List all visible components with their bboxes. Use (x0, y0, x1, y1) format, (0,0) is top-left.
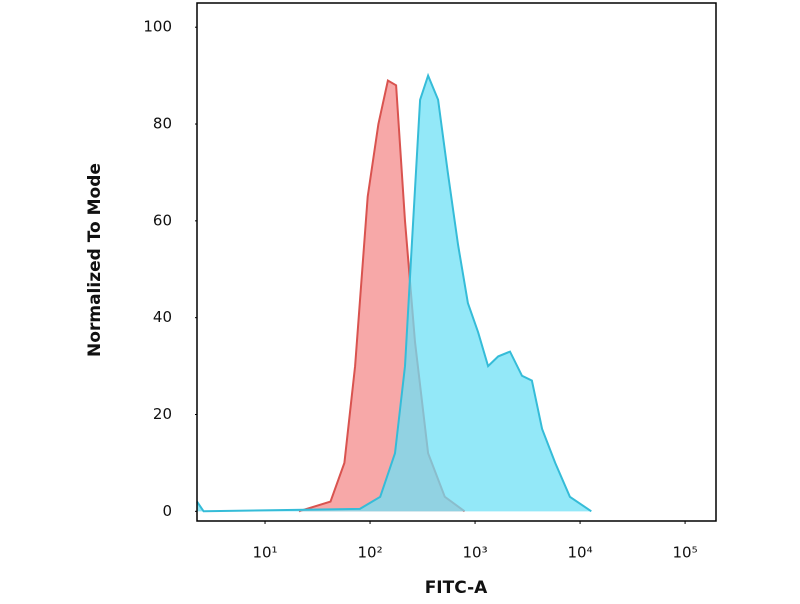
y-tick-label: 0 (162, 502, 172, 520)
y-tick-label: 100 (143, 18, 172, 36)
y-tick-label: 80 (153, 115, 172, 133)
x-tick-label: 10⁵ (673, 544, 698, 562)
y-tick-label: 20 (153, 405, 172, 423)
x-tick-label: 10² (357, 544, 382, 562)
y-tick-label: 40 (153, 308, 172, 326)
histogram-area (197, 75, 592, 512)
histogram-area (298, 80, 465, 512)
plot-frame (196, 2, 717, 522)
x-tick-label: 10⁴ (568, 544, 593, 562)
x-axis-title: FITC-A (425, 578, 488, 598)
y-tick-label: 60 (153, 211, 172, 229)
x-tick-label: 10³ (462, 544, 487, 562)
histogram-line (196, 72, 592, 513)
x-tick-label: 10¹ (252, 544, 277, 562)
y-axis-title: Normalized To Mode (85, 163, 105, 357)
